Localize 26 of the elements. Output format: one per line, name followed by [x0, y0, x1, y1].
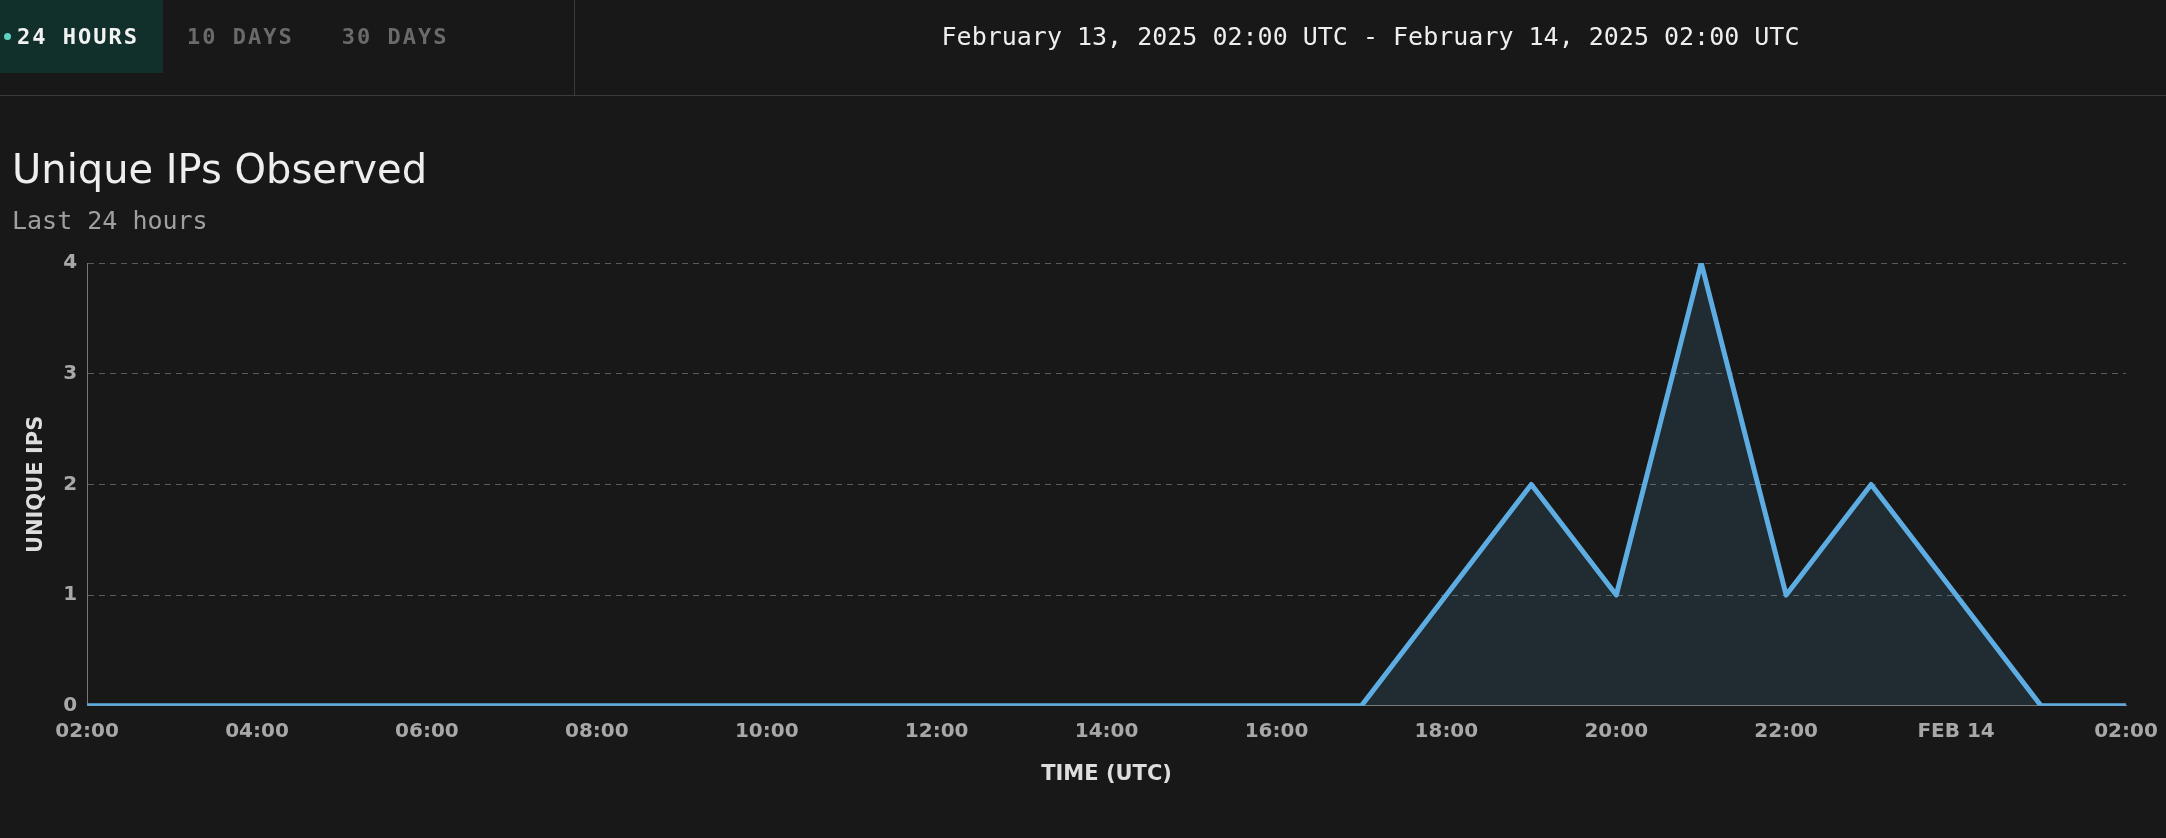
x-tick-label: 12:00: [904, 718, 969, 742]
y-tick-label: 3: [63, 359, 78, 384]
x-axis-title: TIME (UTC): [1041, 760, 1172, 785]
x-tick-label: 02:00: [55, 718, 119, 742]
x-tick-label: 20:00: [1584, 718, 1649, 742]
x-tick-label: 08:00: [565, 718, 629, 742]
x-tick-label: 06:00: [395, 718, 459, 742]
x-tick-label: 10:00: [734, 718, 799, 742]
x-tick-label: 04:00: [225, 718, 289, 742]
y-tick-label: 0: [63, 692, 78, 716]
x-tick-label: FEB 14: [1917, 718, 1995, 742]
text: 24 HOURS: [17, 24, 139, 49]
y-axis-title: UNIQUE IPS: [23, 415, 48, 554]
text: 10 DAYS: [186, 24, 294, 49]
text: February 13, 2025 02:00 UTC - February 14, 2025 02:00 UTC: [940, 21, 1801, 53]
x-tick-label: 16:00: [1244, 718, 1309, 742]
chart-title: Unique IPs Observed: [11, 145, 429, 192]
x-tick-label: 22:00: [1754, 718, 1819, 742]
x-tick-label: 18:00: [1414, 718, 1479, 742]
y-tick-label: 4: [63, 249, 78, 274]
y-tick-label: 1: [63, 581, 78, 606]
text: 30 DAYS: [341, 24, 449, 49]
x-tick-label: 02:00: [2094, 718, 2158, 742]
x-tick-label: 14:00: [1074, 718, 1139, 742]
y-tick-label: 2: [63, 470, 78, 495]
chart-subtitle: Last 24 hours: [11, 205, 209, 235]
